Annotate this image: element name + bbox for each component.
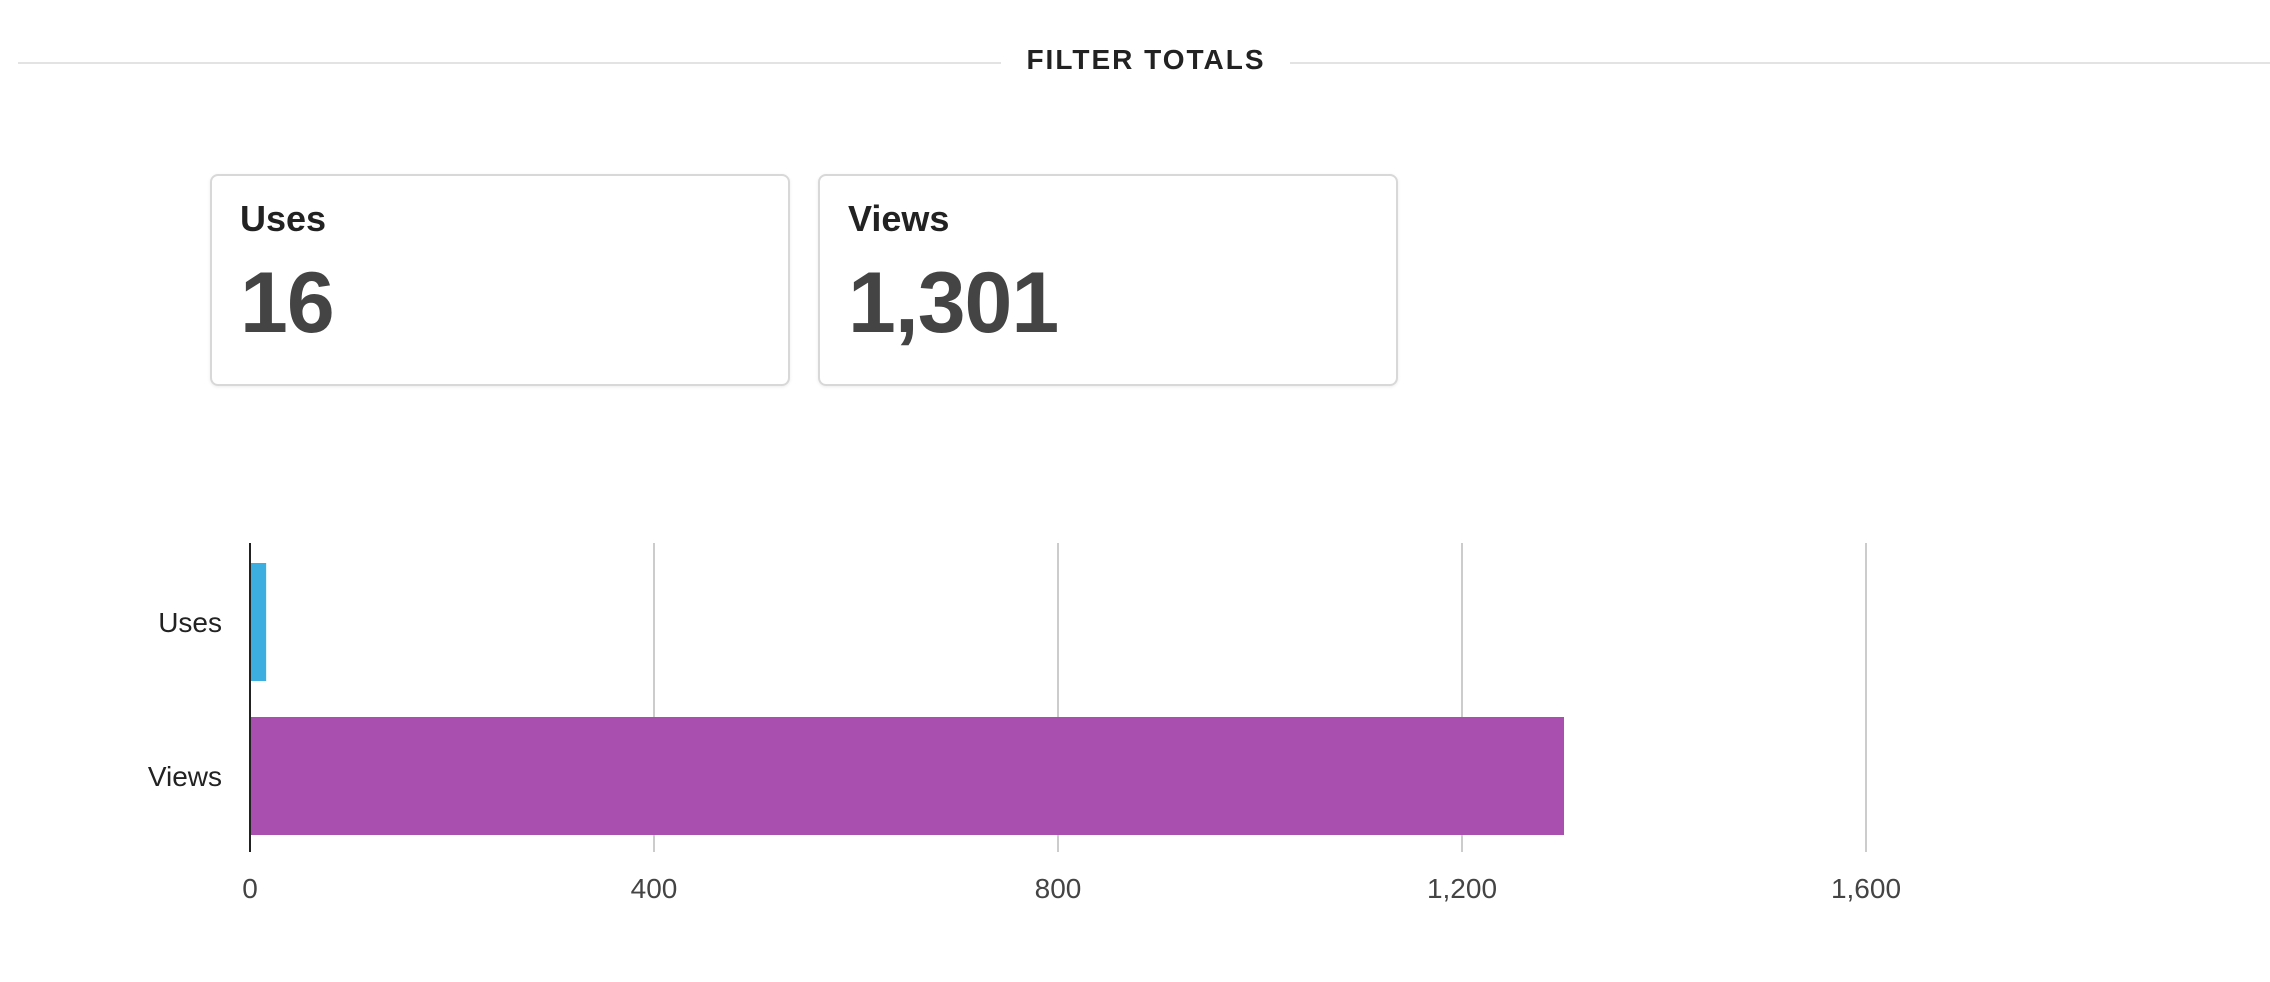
category-label-uses: Uses <box>158 607 222 638</box>
section-header: FILTER TOTALS <box>18 40 2270 86</box>
header-divider-right <box>1290 62 2270 64</box>
views-stat-card: Views 1,301 <box>818 174 1398 386</box>
x-tick-label-1: 400 <box>631 873 678 904</box>
bar-views <box>250 717 1565 835</box>
x-tick-label-0: 0 <box>242 873 258 904</box>
category-label-views: Views <box>148 761 222 792</box>
header-divider-left <box>18 62 1001 64</box>
x-tick-label-3: 1,200 <box>1427 873 1497 904</box>
uses-stat-card: Uses 16 <box>210 174 790 386</box>
section-title: FILTER TOTALS <box>1026 44 1266 75</box>
uses-card-value: 16 <box>240 255 335 351</box>
views-card-value: 1,301 <box>848 255 1059 351</box>
x-tick-label-4: 1,600 <box>1831 873 1901 904</box>
uses-card-label: Uses <box>240 198 327 239</box>
x-tick-label-2: 800 <box>1035 873 1082 904</box>
views-card-label: Views <box>848 198 950 239</box>
bar-uses <box>250 563 267 681</box>
